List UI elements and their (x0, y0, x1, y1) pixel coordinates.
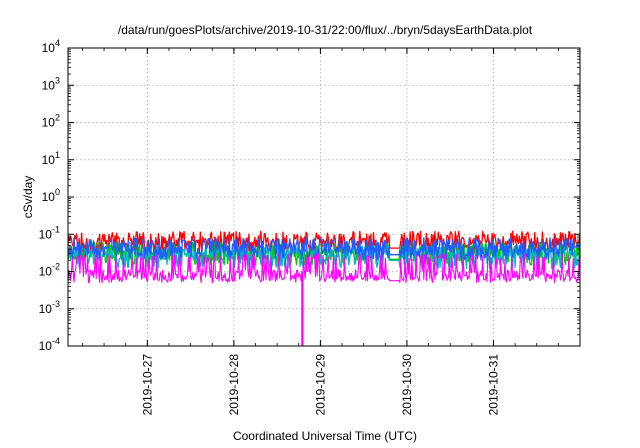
y-tick-label: 10-2 (39, 262, 60, 279)
x-tick-label: 2019-10-30 (400, 354, 414, 416)
series-layer (67, 230, 581, 346)
x-axis-label: Coordinated Universal Time (UTC) (233, 429, 417, 443)
y-tick-label: 103 (42, 75, 60, 92)
chart-title: /data/run/goesPlots/archive/2019-10-31/2… (118, 23, 533, 37)
y-tick-label: 10-4 (39, 336, 60, 353)
grid-lines (68, 48, 580, 346)
y-tick-label: 104 (42, 38, 60, 55)
x-tick-label: 2019-10-28 (227, 354, 241, 416)
y-tick-label: 102 (42, 113, 60, 130)
y-tick-label: 10-1 (39, 224, 60, 241)
x-tick-label: 2019-10-27 (140, 354, 154, 416)
y-tick-label: 101 (42, 150, 60, 167)
y-axis-label: cSv/day (21, 176, 35, 219)
series-line (67, 253, 581, 284)
series-line (67, 237, 581, 261)
x-tick-label: 2019-10-31 (486, 354, 500, 416)
x-axis: 2019-10-27 2019-10-28 2019-10-29 2019-10-30… (82, 48, 581, 416)
y-tick-label: 10-3 (39, 299, 60, 316)
y-tick-label: 100 (42, 187, 60, 204)
x-tick-label: 2019-10-29 (313, 354, 327, 416)
